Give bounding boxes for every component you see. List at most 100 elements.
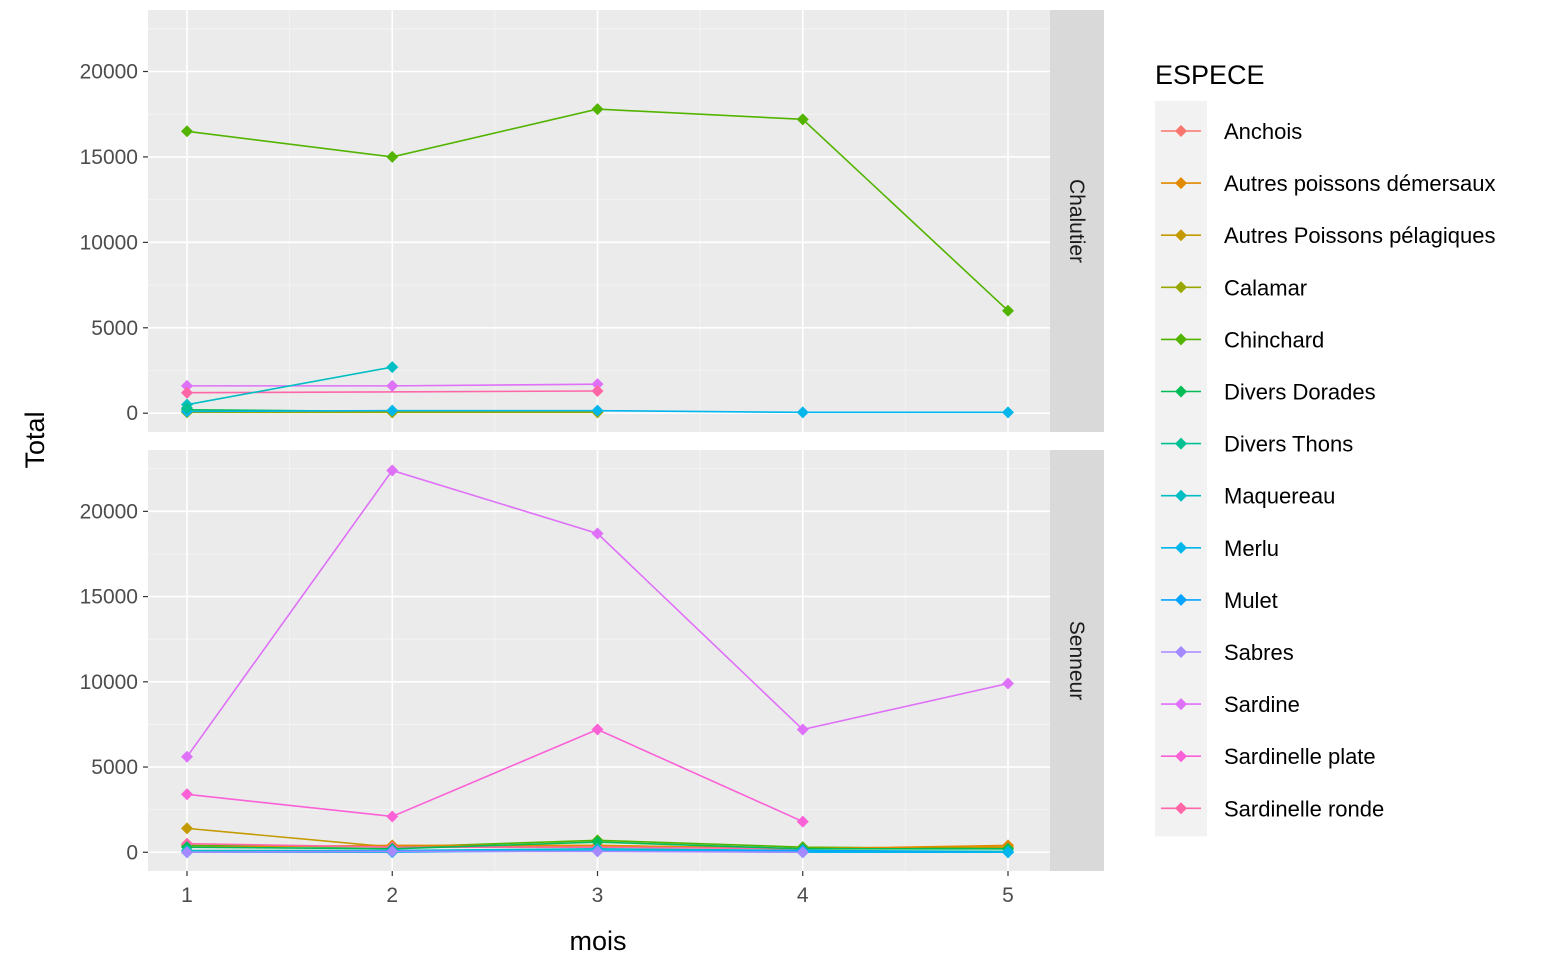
legend-item: Divers Dorades [1161, 380, 1376, 405]
legend-key-marker [1175, 125, 1187, 137]
series-layer [181, 464, 1014, 859]
legend-item: Autres Poissons pélagiques [1161, 223, 1496, 248]
y-tick-label: 20000 [80, 61, 138, 84]
legend-key-marker [1175, 698, 1187, 711]
panel-background [148, 450, 1050, 871]
y-tick-label: 5000 [91, 756, 138, 779]
data-point [386, 379, 399, 392]
data-point [181, 750, 193, 763]
series-layer [181, 103, 1014, 419]
legend-item: Sabres [1161, 640, 1294, 665]
data-point [591, 103, 604, 116]
data-point [386, 845, 399, 858]
series-line [186, 366, 393, 406]
legend-key-marker [1175, 802, 1187, 815]
data-point [796, 723, 809, 736]
data-point [1002, 846, 1014, 859]
panel-background [148, 10, 1050, 432]
series-line [186, 850, 803, 854]
series-sardine [181, 464, 1014, 763]
data-point [591, 384, 604, 397]
facet-panel-chalutier: 0 5000 10000 15000 20000 Chalutier [80, 10, 1104, 432]
data-point [181, 822, 193, 835]
data-point [796, 113, 809, 126]
legend-item: Calamar [1161, 275, 1307, 300]
legend-item: Sardine [1161, 692, 1300, 717]
legend-label: Mulet [1224, 588, 1278, 613]
data-point [591, 845, 604, 858]
legend-label: Autres Poissons pélagiques [1224, 223, 1496, 248]
series-line [186, 728, 804, 823]
data-point [181, 402, 193, 415]
data-point [386, 361, 399, 374]
data-point [591, 378, 604, 391]
data-point [796, 846, 809, 859]
y-tick-label: 15000 [80, 586, 138, 609]
facet-strip [1050, 450, 1104, 871]
legend-key-marker [1175, 333, 1187, 346]
data-point [591, 527, 604, 540]
data-point [386, 404, 399, 417]
data-point [796, 406, 809, 419]
legend-item: Anchois [1161, 119, 1302, 144]
data-point [591, 836, 604, 849]
facet-strip-label: Senneur [1065, 621, 1088, 700]
y-tick-label: 5000 [91, 317, 138, 340]
data-point [181, 386, 193, 399]
legend-key-marker [1175, 385, 1187, 398]
legend-label: Chinchard [1224, 327, 1324, 352]
legend-item: Autres poissons démersaux [1161, 171, 1495, 196]
y-axis-title: Total [20, 411, 50, 468]
y-tick-label: 10000 [80, 671, 138, 694]
data-point [1002, 677, 1014, 690]
legend-label: Sardine [1224, 692, 1300, 717]
data-point [181, 846, 193, 859]
legend-key-background [1155, 101, 1207, 837]
x-axis: 1 2 3 4 5 [181, 871, 1014, 907]
legend-key-marker [1175, 541, 1187, 554]
data-point [181, 125, 193, 138]
legend-key-marker [1175, 750, 1187, 763]
data-point [181, 788, 193, 801]
legend-item: Mulet [1161, 588, 1278, 613]
x-tick-label: 2 [386, 884, 398, 907]
data-point [796, 815, 809, 828]
y-tick-label: 10000 [80, 231, 138, 254]
data-point [386, 810, 399, 823]
series-sardinelle-plate [181, 723, 809, 828]
legend-item: Maquereau [1161, 484, 1335, 509]
data-point [386, 150, 399, 163]
x-axis-title: mois [569, 926, 626, 956]
legend-label: Maquereau [1224, 484, 1335, 509]
legend-key-marker [1175, 437, 1187, 450]
legend-key-marker [1175, 281, 1187, 294]
legend-item: Sardinelle plate [1161, 744, 1376, 769]
series-sabres [181, 845, 809, 859]
data-point [591, 404, 604, 417]
legend-label: Autres poissons démersaux [1224, 171, 1495, 196]
y-tick-label: 20000 [80, 500, 138, 523]
y-tick-label: 0 [126, 402, 138, 425]
facet-strip-label: Chalutier [1065, 179, 1088, 263]
series-divers-thons [181, 402, 193, 415]
data-point [1002, 304, 1014, 317]
legend-label: Divers Dorades [1224, 380, 1376, 405]
legend-item: Merlu [1161, 536, 1279, 561]
legend-item: Divers Thons [1161, 432, 1353, 457]
facet-panels: 0 5000 10000 15000 20000 Chalutier 0 5000 10000 1… [80, 10, 1104, 871]
series-chinchard [181, 103, 1014, 317]
legend-label: Anchois [1224, 119, 1302, 144]
legend-key-marker [1175, 593, 1187, 606]
x-tick-label: 3 [592, 884, 604, 907]
series-line [186, 842, 803, 850]
y-tick-label: 15000 [80, 146, 138, 169]
data-point [1002, 406, 1014, 419]
legend-item: Sardinelle ronde [1161, 796, 1384, 821]
legend-item: Chinchard [1161, 327, 1324, 352]
legend-label: Calamar [1224, 275, 1307, 300]
legend-key-marker [1175, 177, 1187, 190]
facet-panel-senneur: 0 5000 10000 15000 20000 Senneur [80, 450, 1104, 871]
x-tick-label: 4 [797, 884, 809, 907]
x-tick-label: 5 [1002, 884, 1014, 907]
